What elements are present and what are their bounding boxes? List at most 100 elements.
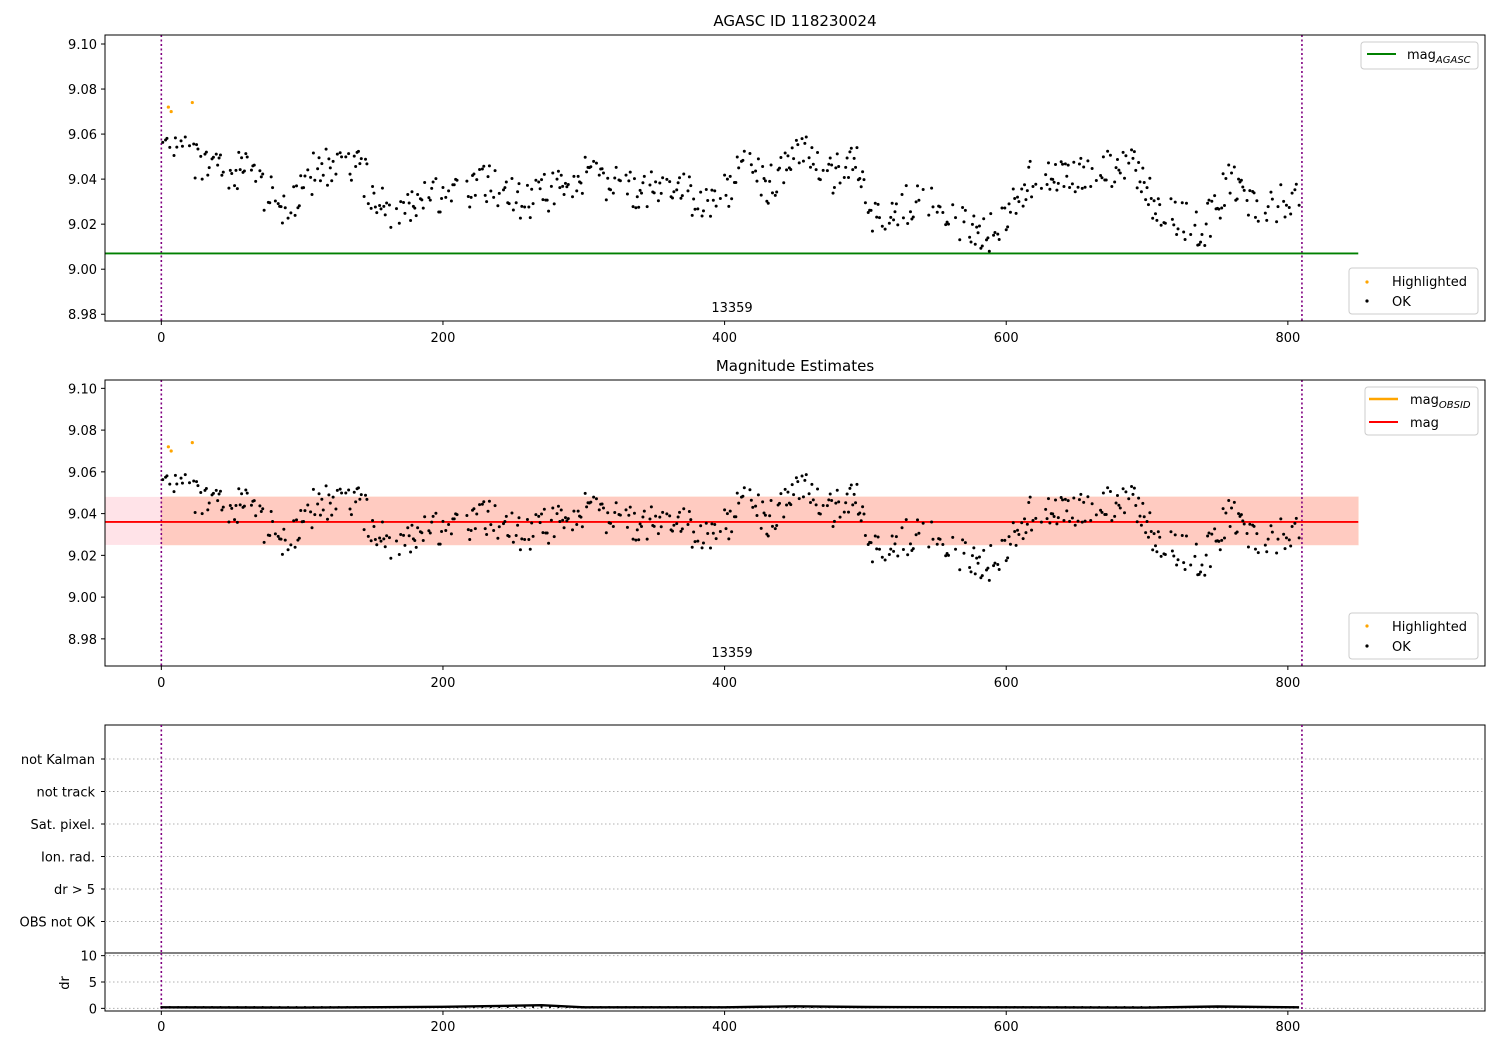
ok-point (1134, 503, 1138, 507)
ok-point (855, 482, 859, 486)
ok-point (863, 201, 867, 205)
ok-point (672, 190, 676, 194)
ok-point (1115, 158, 1119, 162)
ok-point (649, 505, 653, 509)
dr-point (1005, 1005, 1008, 1009)
ok-point (1062, 518, 1066, 522)
ok-point (970, 554, 974, 558)
ok-point (465, 179, 469, 183)
ok-point (1293, 521, 1297, 525)
ok-point (900, 526, 904, 530)
ok-point (830, 163, 834, 167)
ok-point (1228, 191, 1232, 195)
panel-magnitude-legend-upper[interactable]: magOBSID mag (1364, 386, 1479, 436)
ok-point (1023, 517, 1027, 521)
ok-point (311, 151, 315, 155)
ok-point (808, 165, 812, 169)
ok-point (1266, 205, 1270, 209)
ok-point (1077, 162, 1081, 166)
ok-point (859, 185, 863, 189)
ok-point (1152, 199, 1156, 203)
ok-point (547, 541, 551, 545)
dr-point (337, 1005, 340, 1009)
ok-point (228, 503, 232, 507)
ok-point (510, 511, 514, 515)
ok-point (295, 184, 299, 188)
ok-point (562, 192, 566, 196)
panel-flags: not Kalman not track Sat. pixel. Ion. rad. d… (20, 724, 1486, 954)
ok-point (693, 540, 697, 544)
ok-point (269, 175, 273, 179)
ok-point (552, 202, 556, 206)
dr-point (286, 1005, 290, 1009)
ok-point (893, 542, 897, 546)
ok-point (778, 501, 782, 505)
ok-point (1013, 196, 1017, 200)
ok-point (313, 513, 317, 517)
x-tick-label: 600 (994, 1020, 1019, 1035)
dr-point (219, 1005, 222, 1009)
ok-point (686, 189, 690, 193)
panel-agasc-legend-lower[interactable]: Highlighted OK (1348, 267, 1479, 315)
ok-point (1279, 517, 1283, 521)
dr-point (354, 1005, 357, 1009)
ok-point (455, 513, 459, 517)
panel-magnitude-legend-lower[interactable]: Highlighted OK (1348, 612, 1479, 660)
ok-point (344, 155, 348, 159)
ok-point (832, 185, 836, 189)
ok-point (575, 522, 579, 526)
ok-point (1248, 522, 1252, 526)
ok-point (516, 190, 520, 194)
dr-point (1013, 1005, 1016, 1009)
ok-point (1245, 199, 1249, 203)
ok-point (299, 174, 303, 178)
dr-point (886, 1005, 890, 1009)
ok-point (252, 163, 256, 167)
ok-point (1297, 536, 1301, 540)
ok-point (1294, 516, 1298, 520)
ok-point (870, 560, 874, 564)
dr-point (1047, 1005, 1050, 1009)
dr-point (202, 1005, 205, 1009)
y-tick-label: 9.10 (68, 38, 97, 53)
dr-point (1224, 1005, 1227, 1009)
ok-point (286, 216, 290, 220)
ok-point (1079, 492, 1083, 496)
ok-point (821, 168, 825, 172)
ok-point (441, 185, 445, 189)
ok-point (565, 185, 569, 189)
dr-point (185, 1005, 188, 1009)
ok-point (624, 508, 628, 512)
ok-point (227, 520, 231, 524)
panel-agasc-frame (104, 34, 1486, 322)
ok-point (597, 508, 601, 512)
dr-point (1292, 1005, 1295, 1009)
ok-point (1239, 178, 1243, 182)
dr-point (1081, 1005, 1084, 1009)
ok-point (566, 183, 570, 187)
ok-point (399, 532, 403, 536)
ok-point (1237, 512, 1241, 516)
ok-point (362, 194, 366, 198)
ok-point (597, 173, 601, 177)
ok-point (1183, 237, 1187, 241)
ok-point (1207, 198, 1211, 202)
ok-point (204, 150, 208, 154)
highlighted-point (169, 109, 173, 114)
ok-point (1021, 537, 1025, 541)
ok-point (1061, 162, 1065, 166)
ok-point (1063, 162, 1067, 166)
ok-point (837, 165, 841, 169)
dr-point (743, 1005, 746, 1009)
panel-agasc-legend-upper[interactable]: magAGASC (1360, 41, 1479, 70)
ok-point (876, 202, 880, 206)
ok-point (165, 136, 169, 140)
dr-point (1072, 1005, 1075, 1009)
ok-point (963, 208, 967, 212)
ok-point (1076, 185, 1080, 189)
dr-point (1157, 1005, 1160, 1009)
ok-point (796, 143, 800, 147)
ok-point (1172, 223, 1176, 227)
x-tick-label: 400 (712, 1020, 737, 1035)
ok-point (165, 474, 169, 478)
